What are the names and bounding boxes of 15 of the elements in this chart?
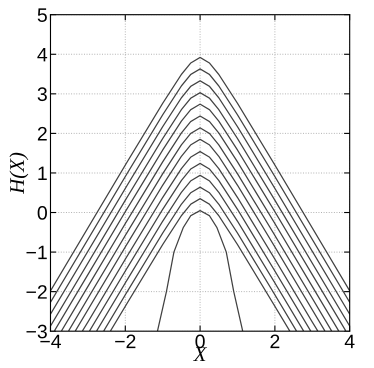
y-tick-label: 2 bbox=[38, 126, 47, 140]
y-tick-label: −1 bbox=[26, 246, 47, 260]
y-tick-label: 5 bbox=[38, 8, 47, 22]
x-tick-label: 2 bbox=[270, 334, 280, 348]
y-tick-label: 1 bbox=[38, 166, 47, 180]
y-tick-label: 0 bbox=[38, 206, 47, 220]
x-tick-label: −2 bbox=[115, 334, 136, 348]
line-series bbox=[156, 210, 244, 332]
y-tick-label: 4 bbox=[37, 48, 48, 62]
x-tick-label: 0 bbox=[195, 334, 205, 348]
y-tick-label: −2 bbox=[26, 285, 47, 299]
y-tick-label: 3 bbox=[38, 87, 47, 102]
x-axis-title: X bbox=[193, 347, 208, 362]
x-tick-label: 4 bbox=[344, 334, 355, 348]
y-axis-title: H(X) bbox=[9, 152, 28, 194]
